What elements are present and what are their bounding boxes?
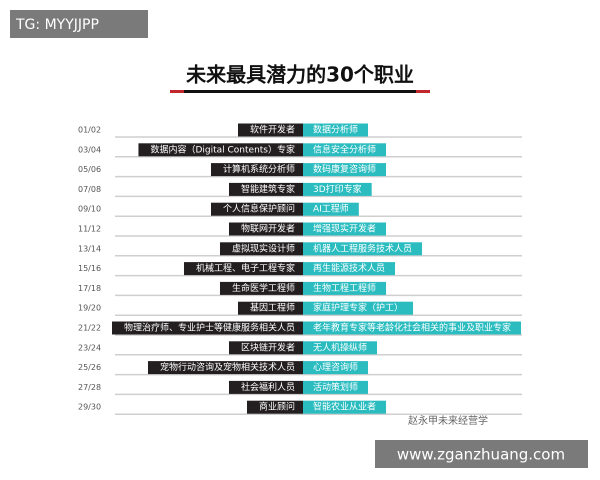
- right-label: 3D打印专家: [313, 183, 362, 195]
- left-label: 机械工程、电子工程专家: [196, 262, 295, 274]
- left-bar: [237, 301, 303, 315]
- left-label: 商业顾问: [259, 401, 295, 413]
- left-label: 物联网开发者: [241, 223, 295, 235]
- left-bar: [138, 143, 303, 157]
- left-label: 智能建筑专家: [241, 183, 295, 195]
- left-label: 虚拟现实设计师: [232, 242, 295, 254]
- right-label: 活动策划师: [313, 381, 358, 393]
- left-label: 基因工程师: [250, 302, 295, 314]
- right-label: 无人机操纵师: [313, 341, 367, 353]
- row-number: 27/28: [78, 383, 101, 392]
- title-accent: [416, 90, 430, 93]
- left-bar: [210, 163, 303, 177]
- right-bar: [303, 361, 369, 375]
- right-bar: [303, 163, 387, 177]
- rows: 01/02 软件开发者 数据分析师 03/04 数据内容（Digital Content…: [78, 123, 522, 415]
- right-label: 老年教育专家等老龄化社会相关的事业及职业专家: [313, 322, 511, 334]
- row-number: 25/26: [78, 363, 101, 372]
- top-watermark: TG: MYYJJPP: [15, 17, 99, 33]
- right-label: 生物工程工程师: [313, 282, 376, 294]
- row-number: 15/16: [78, 264, 101, 273]
- row-number: 21/22: [78, 324, 101, 333]
- right-bar: [303, 341, 378, 355]
- row-number: 07/08: [78, 185, 101, 194]
- left-label: 软件开发者: [250, 124, 295, 136]
- left-label: 物理治疗师、专业护士等健康服务相关人员: [124, 322, 295, 334]
- left-label: 宠物行动咨询及宠物相关技术人员: [160, 361, 295, 373]
- right-bar: [303, 242, 423, 256]
- row-number: 23/24: [78, 343, 101, 352]
- left-label: 计算机系统分析师: [223, 163, 295, 175]
- watermark-box: [10, 10, 148, 38]
- row-number: 29/30: [78, 403, 101, 412]
- right-bar: [303, 123, 369, 137]
- row-number: 09/10: [78, 205, 101, 214]
- right-label: 家庭护理专家（护工）: [313, 302, 403, 314]
- row-number: 03/04: [78, 145, 101, 154]
- row-number: 11/12: [78, 225, 101, 234]
- row-number: 17/18: [78, 284, 101, 293]
- left-label: 生命医学工程师: [232, 282, 295, 294]
- left-bar: [237, 123, 303, 137]
- right-label: 信息安全分析师: [313, 143, 376, 155]
- row-number: 13/14: [78, 244, 101, 253]
- right-bar: [303, 321, 522, 335]
- right-label: 增强现实开发者: [313, 223, 376, 235]
- right-label: 再生能源技术人员: [313, 262, 385, 274]
- left-bar: [219, 242, 303, 256]
- right-label: 数码康复咨询师: [313, 163, 376, 175]
- left-bar: [228, 222, 303, 236]
- right-bar: [303, 400, 387, 414]
- row-number: 05/06: [78, 165, 101, 174]
- left-label: 数据内容（Digital Contents）专家: [150, 143, 295, 155]
- right-bar: [303, 202, 359, 216]
- left-bar: [147, 361, 303, 375]
- row-number: 01/02: [78, 126, 101, 135]
- title-accent: [170, 90, 184, 93]
- right-label: 智能农业从业者: [313, 401, 376, 413]
- left-label: 社会福利人员: [241, 381, 295, 393]
- watermark-box: [375, 440, 588, 468]
- left-bar: [228, 182, 303, 196]
- left-bar: [228, 380, 303, 394]
- right-bar: [303, 182, 372, 196]
- right-label: AI工程师: [313, 203, 349, 215]
- row-number: 19/20: [78, 304, 101, 313]
- left-bar: [228, 341, 303, 355]
- bottom-watermark: www.zganzhuang.com: [397, 446, 565, 464]
- right-bar: [303, 281, 387, 295]
- left-bar: [210, 202, 303, 216]
- right-bar: [303, 222, 387, 236]
- title: 未来最具潜力的30个职业: [186, 63, 414, 87]
- right-bar: [303, 301, 414, 315]
- right-bar: [303, 380, 369, 394]
- account-watermark: 赵永甲未来经营学: [408, 414, 488, 427]
- left-label: 区块链开发者: [241, 341, 295, 353]
- left-bar: [112, 321, 303, 335]
- right-label: 机器人工程服务技术人员: [313, 242, 412, 254]
- right-bar: [303, 143, 387, 157]
- left-bar: [219, 281, 303, 295]
- right-label: 数据分析师: [313, 124, 358, 136]
- title-rule: [170, 90, 430, 93]
- left-bar: [246, 400, 303, 414]
- left-bar: [183, 262, 303, 276]
- left-label: 个人信息保护顾问: [223, 203, 295, 215]
- right-bar: [303, 262, 396, 276]
- right-label: 心理咨询师: [313, 361, 358, 373]
